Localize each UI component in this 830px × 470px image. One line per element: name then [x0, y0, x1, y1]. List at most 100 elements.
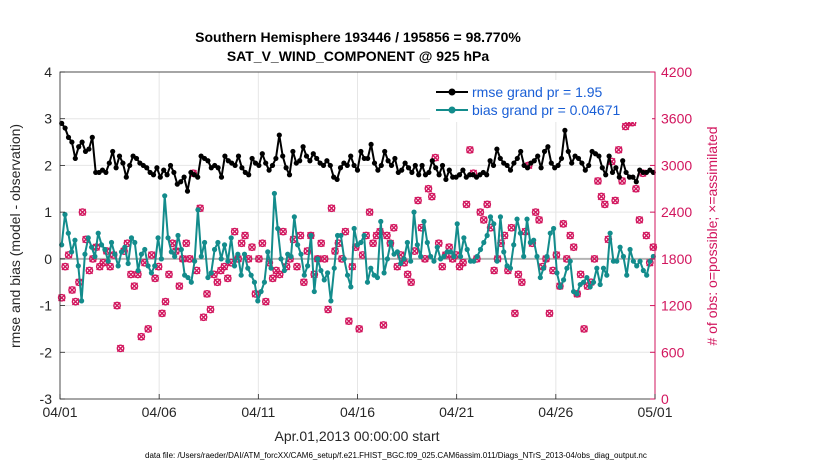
bias-point [434, 244, 440, 250]
y-tick-label: 1 [44, 204, 52, 220]
bias-point [281, 267, 287, 274]
obs-possible-marker [483, 200, 492, 209]
rmse-point [579, 160, 585, 166]
rmse-point [164, 172, 170, 178]
bias-point [261, 279, 268, 285]
bias-point [421, 218, 427, 225]
y-right-tick-label: 2400 [661, 204, 692, 220]
obs-possible-marker [414, 196, 422, 205]
obs-assimilated-marker [182, 239, 190, 247]
obs-assimilated-marker [407, 278, 415, 286]
bias-point [580, 279, 587, 285]
bias-point [431, 258, 437, 264]
y-tick-label: 4 [44, 64, 52, 80]
bias-point [221, 242, 228, 248]
obs-assimilated-marker [611, 196, 619, 205]
rmse-point [283, 165, 289, 171]
rmse-point [409, 169, 415, 176]
obs-assimilated-marker [158, 309, 166, 318]
rmse-point [555, 162, 561, 169]
rmse-point [538, 165, 544, 171]
rmse-point [524, 165, 531, 171]
rmse-point [460, 167, 466, 173]
bias-point [188, 279, 194, 285]
bias-point [341, 256, 347, 262]
data-file-footer: data file: /Users/raeder/DAI/ATM_forcXX/… [145, 451, 647, 460]
rmse-point [127, 162, 133, 169]
rmse-point [144, 165, 150, 171]
obs-possible-marker [462, 200, 471, 209]
obs-possible-marker [355, 325, 364, 333]
bias-point [394, 249, 400, 255]
rmse-point [161, 167, 167, 173]
bias-point [265, 249, 271, 255]
rmse-point [606, 153, 612, 159]
y-tick-label: -3 [40, 391, 53, 407]
obs-assimilated-marker [137, 333, 145, 341]
bias-point [208, 270, 214, 276]
bias-point [477, 246, 484, 253]
bias-point [251, 279, 258, 285]
obs-possible-marker [113, 301, 121, 310]
bias-point [368, 265, 374, 271]
obs-assimilated-marker [438, 262, 446, 271]
rmse-point [436, 172, 442, 178]
rmse-point [103, 169, 109, 176]
bias-point [597, 281, 603, 288]
bias-point [108, 239, 115, 246]
rmse-point [392, 155, 398, 162]
rmse-point [344, 162, 350, 169]
y-right-tick-label: 600 [661, 344, 685, 360]
obs-assimilated-marker [601, 200, 609, 209]
bias-point [544, 253, 550, 260]
bias-point [451, 253, 457, 260]
obs-assimilated-marker [85, 266, 94, 275]
bias-point [195, 207, 201, 213]
rmse-point [181, 174, 187, 180]
obs-possible-marker [230, 227, 239, 236]
bias-point [228, 235, 234, 241]
obs-assimilated-marker [590, 255, 599, 263]
bias-point [481, 239, 487, 246]
obs-possible-marker [275, 270, 284, 279]
bias-point [614, 258, 620, 264]
bias-point [617, 244, 623, 250]
obs-possible-marker [569, 243, 578, 252]
bias-point [315, 256, 321, 262]
bias-point [551, 225, 557, 232]
obs-assimilated-marker [535, 216, 543, 224]
obs-assimilated-marker [490, 266, 498, 275]
rmse-point [314, 155, 320, 162]
bias-point [401, 256, 407, 262]
obs-assimilated-marker [237, 239, 246, 247]
obs-possible-marker [600, 200, 609, 209]
bias-point [361, 232, 367, 239]
bias-point [291, 214, 297, 220]
obs-assimilated-marker [403, 270, 412, 279]
bias-point [321, 277, 327, 283]
rmse-point [385, 158, 391, 164]
rmse-point [375, 167, 381, 173]
obs-possible-marker [531, 208, 540, 217]
obs-assimilated-marker [559, 220, 568, 228]
y-right-tick-label: 1800 [661, 251, 692, 267]
bias-point [348, 284, 354, 290]
bias-point [301, 272, 307, 278]
obs-assimilated-marker [151, 274, 159, 283]
rmse-point [120, 160, 126, 166]
obs-possible-marker [78, 208, 87, 217]
rmse-point [310, 151, 316, 157]
y-axis-label: rmse and bias (model - observation) [7, 124, 23, 348]
bias-point [624, 272, 630, 278]
obs-possible-marker [293, 262, 301, 271]
obs-possible-marker [324, 305, 332, 314]
obs-possible-marker [199, 313, 208, 322]
obs-assimilated-marker [165, 270, 173, 279]
obs-assimilated-marker [231, 227, 239, 236]
obs-possible-marker [327, 204, 336, 213]
obs-possible-marker [223, 274, 232, 283]
obs-assimilated-marker [293, 262, 301, 271]
bias-point [338, 232, 344, 239]
bias-point [185, 274, 191, 281]
rmse-point [497, 155, 503, 162]
